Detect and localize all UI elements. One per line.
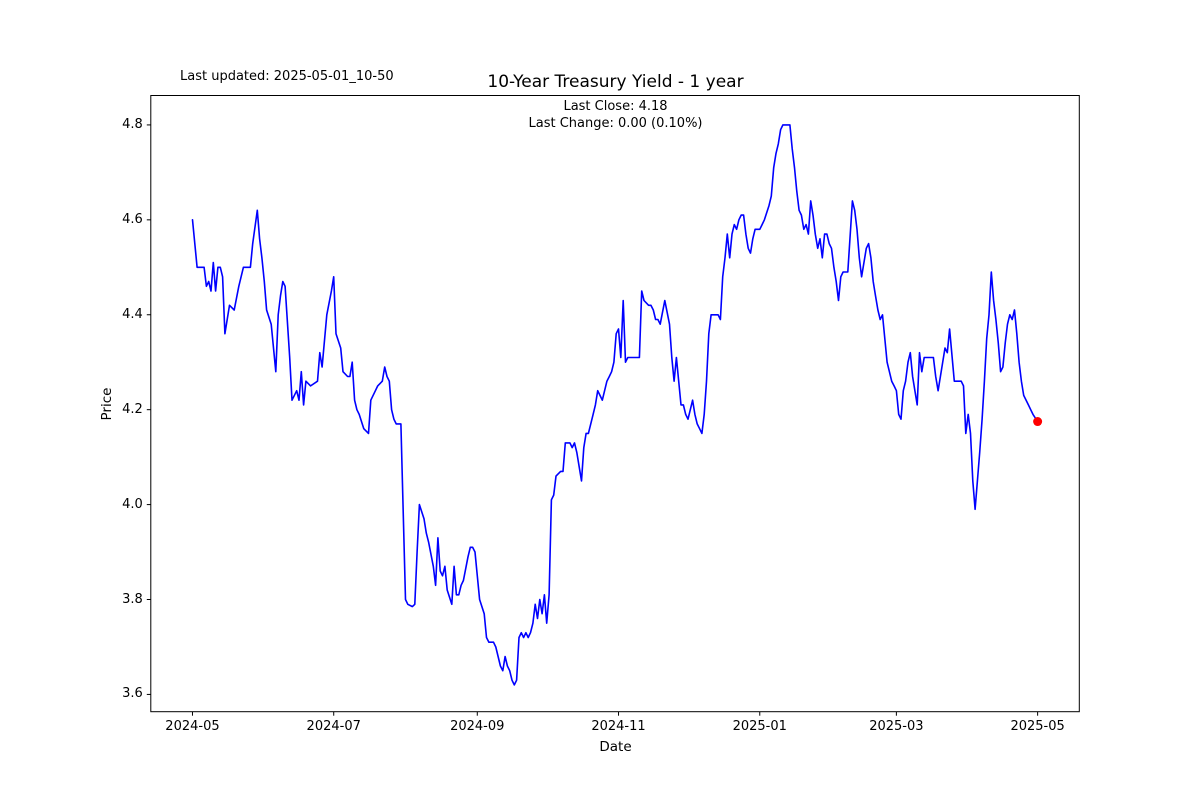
price-line [191,124,1039,686]
last-close-text: Last Close: 4.18 [563,99,668,114]
y-tick-label: 4.6 [122,211,143,227]
x-axis-label: Date [599,739,632,755]
last-point-marker [1033,417,1043,427]
axes-frame [150,95,1080,713]
x-tick-label: 2024-09 [450,719,505,734]
y-tick-label: 3.8 [122,591,143,607]
x-tick-label: 2024-11 [591,719,646,734]
y-tick-label: 4.0 [122,496,143,512]
y-tick-label: 4.2 [122,401,143,417]
x-tick-label: 2025-01 [732,719,787,734]
last-change-text: Last Change: 0.00 (0.10%) [528,116,703,131]
x-tick-label: 2024-07 [306,719,361,734]
x-tick-label: 2025-05 [1010,719,1065,734]
y-tick-label: 3.6 [122,686,143,702]
y-tick-label: 4.4 [122,306,143,322]
x-tick-label: 2025-03 [869,719,924,734]
x-tick-label: 2024-05 [165,719,220,734]
y-tick-label: 4.8 [122,116,143,132]
last-updated-text: Last updated: 2025-05-01_10-50 [180,69,394,84]
chart-title: 10-Year Treasury Yield - 1 year [487,72,744,92]
